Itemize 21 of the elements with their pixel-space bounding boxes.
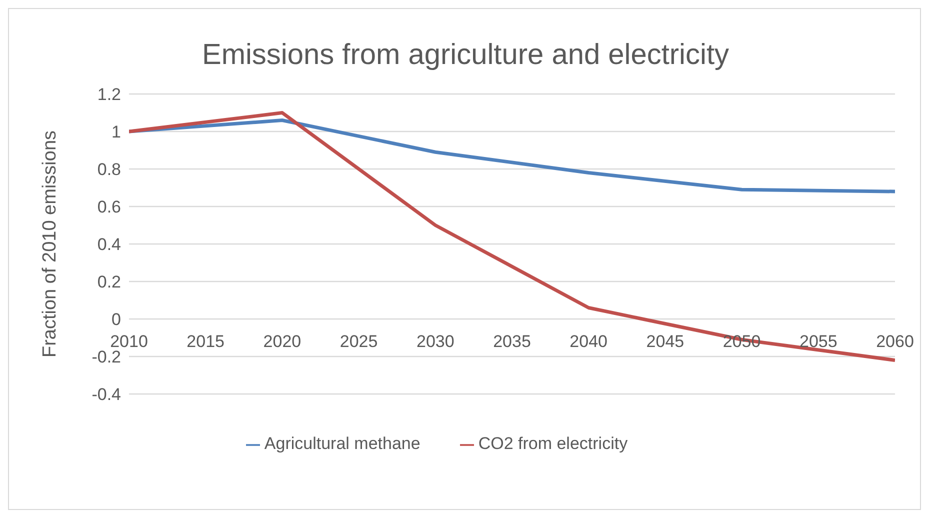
x-tick-label: 2020 <box>263 332 302 351</box>
chart-title: Emissions from agriculture and electricity <box>200 39 730 72</box>
x-tick-label: 2055 <box>799 332 838 351</box>
x-tick-label: 2045 <box>646 332 684 351</box>
legend-label: Agricultural methane <box>264 434 420 453</box>
y-tick-label: 1 <box>112 122 121 142</box>
x-tick-label: 2040 <box>570 332 608 351</box>
y-tick-label: 0.2 <box>97 272 121 292</box>
legend-label: CO2 from electricity <box>478 434 628 453</box>
y-tick-label: 0.6 <box>97 198 121 217</box>
y-axis-title: Fraction of 2010 emissions <box>40 130 61 358</box>
x-tick-label: 2060 <box>876 332 914 351</box>
y-tick-label: 0 <box>112 310 121 330</box>
x-tick-label: 2025 <box>340 332 378 351</box>
x-tick-label: 2035 <box>493 332 531 351</box>
x-tick-label: 2015 <box>186 332 225 351</box>
y-tick-label: 0.8 <box>97 160 121 180</box>
y-tick-label: -0.4 <box>92 385 121 404</box>
y-tick-label: 1.2 <box>97 85 121 104</box>
x-tick-label: 2030 <box>416 332 454 351</box>
y-tick-label: 0.4 <box>97 235 121 254</box>
